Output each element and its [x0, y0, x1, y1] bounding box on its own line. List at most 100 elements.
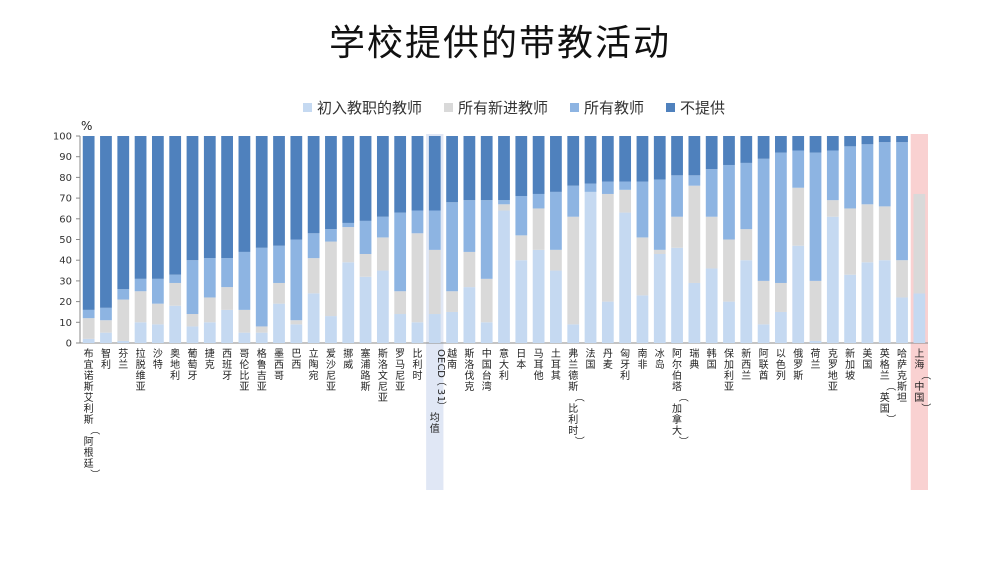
bar-segment	[82, 318, 95, 339]
svg-text:亚: 亚	[378, 393, 388, 404]
y-tick-label: 80	[59, 173, 72, 184]
bar-segment	[671, 216, 683, 248]
svg-text:格: 格	[257, 347, 267, 360]
category-label: 荷兰	[811, 348, 821, 371]
svg-text:大: 大	[499, 358, 509, 371]
svg-text:C: C	[435, 364, 446, 371]
svg-text:均: 均	[430, 412, 440, 424]
svg-text:（: （	[919, 370, 931, 380]
svg-text:）: ）	[435, 401, 447, 411]
svg-text:麦: 麦	[603, 359, 613, 371]
bar-segment	[757, 136, 770, 159]
svg-text:班: 班	[222, 359, 232, 371]
svg-text:上: 上	[914, 348, 924, 360]
bar-segment	[550, 270, 562, 343]
bar-segment	[653, 253, 666, 343]
legend-label: 不提供	[680, 99, 725, 117]
bar-segment	[255, 247, 268, 327]
bar-segment	[653, 179, 666, 250]
svg-text:国: 国	[914, 392, 924, 404]
bar-segment	[671, 175, 683, 217]
category-label: 土耳其	[551, 347, 561, 382]
svg-text:比: 比	[239, 370, 249, 382]
svg-text:洛: 洛	[464, 358, 474, 371]
svg-text:维: 维	[136, 369, 146, 382]
bar-segment	[169, 274, 182, 283]
svg-text:典: 典	[689, 358, 699, 371]
svg-text:荷: 荷	[811, 348, 821, 360]
category-label: 丹麦	[603, 348, 613, 371]
svg-text:陶: 陶	[309, 358, 319, 371]
svg-text:利: 利	[620, 370, 630, 382]
svg-text:法: 法	[586, 347, 596, 360]
bar-segment	[792, 245, 805, 343]
bar-segment	[203, 258, 216, 298]
svg-text:兰: 兰	[880, 369, 890, 382]
category-label: 奥地利	[170, 347, 180, 382]
bar-segment	[792, 187, 805, 246]
svg-text:兰: 兰	[568, 358, 578, 371]
svg-text:斯: 斯	[464, 347, 474, 360]
bar-segment	[394, 212, 407, 292]
category-label: 英格兰（英国）	[880, 347, 897, 424]
svg-text:斯: 斯	[378, 347, 388, 360]
svg-text:萨: 萨	[897, 359, 907, 371]
bar-segment	[619, 189, 632, 213]
svg-text:O: O	[435, 349, 446, 357]
bar-segment	[151, 278, 164, 304]
bar-segment	[619, 136, 632, 182]
bar-segment	[117, 289, 130, 300]
bar-segment	[411, 136, 424, 211]
bar-segment	[480, 200, 493, 279]
svg-text:俄: 俄	[793, 348, 803, 360]
svg-text:根: 根	[84, 446, 94, 459]
bar-segment	[601, 301, 614, 343]
svg-text:特: 特	[153, 359, 163, 371]
category-label: 西班牙	[222, 349, 232, 382]
legend-swatch	[444, 103, 453, 112]
svg-text:耳: 耳	[534, 359, 544, 371]
bar-segment	[342, 136, 355, 223]
svg-text:岛: 岛	[655, 358, 665, 371]
bar-segment	[342, 222, 355, 228]
svg-text:兰: 兰	[811, 358, 821, 371]
bar-segment	[255, 136, 268, 248]
bar-segment	[826, 216, 839, 343]
bar-segment	[394, 291, 407, 315]
y-tick-label: 30	[59, 276, 72, 287]
bar-segment	[515, 260, 528, 343]
svg-text:国: 国	[707, 359, 717, 371]
svg-text:南: 南	[637, 347, 647, 360]
svg-text:哥: 哥	[274, 370, 284, 382]
bar-segment	[100, 320, 112, 333]
svg-text:）: ）	[573, 436, 585, 446]
bar-segment	[463, 200, 476, 252]
category-label: 法国	[586, 347, 596, 371]
category-labels: 布宜诺斯艾利斯（阿根廷）智利芬兰拉脱维亚沙特奥地利葡萄牙捷克西班牙哥伦比亚格鲁吉…	[84, 347, 932, 479]
bar-segment	[671, 247, 683, 343]
bar-segment	[757, 280, 770, 325]
bar-segment	[601, 136, 614, 182]
bar-segment	[844, 208, 857, 275]
bar-segment	[723, 164, 735, 240]
bar-segment	[307, 233, 320, 259]
bar-segment	[463, 251, 476, 288]
svg-text:本: 本	[516, 358, 526, 371]
svg-text:弗: 弗	[568, 347, 578, 360]
svg-text:）: ）	[885, 414, 897, 424]
bar-segment	[186, 260, 199, 315]
svg-text:斯: 斯	[361, 380, 371, 393]
svg-text:匈: 匈	[620, 347, 630, 360]
bar-segment	[134, 278, 147, 292]
bar-segment	[411, 322, 424, 343]
bar-segment	[203, 297, 216, 323]
bar-segment	[186, 314, 199, 327]
y-tick-label: 0	[66, 339, 72, 350]
legend-label: 所有教师	[584, 99, 644, 117]
svg-text:哈: 哈	[897, 347, 907, 360]
bar-segment	[169, 282, 182, 306]
svg-text:斯: 斯	[897, 380, 907, 393]
